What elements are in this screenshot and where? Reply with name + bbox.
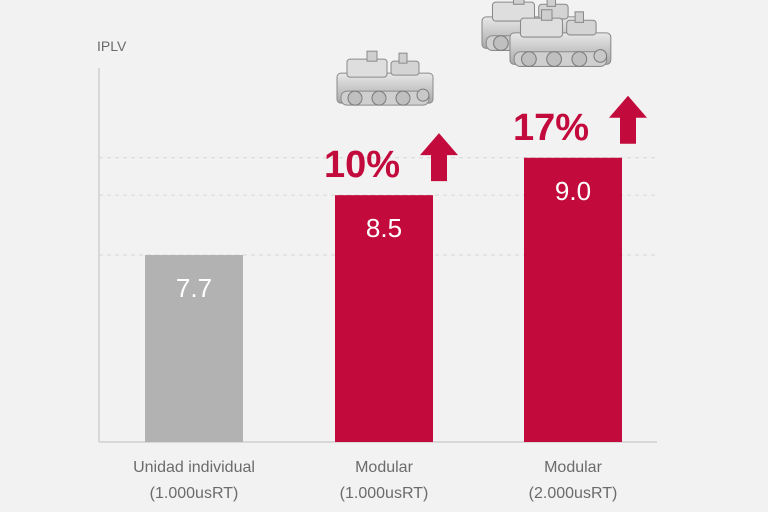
bar [524, 157, 622, 442]
category-labels: Unidad individual (1.000usRT) Modular (1.00… [133, 459, 617, 502]
bar-value-label: 7.7 [176, 273, 212, 303]
category-label: Modular [544, 459, 602, 476]
annotations: 10% 17% [324, 0, 647, 186]
category-label: (1.000usRT) [150, 485, 239, 502]
y-axis-label: IPLV [97, 38, 127, 54]
category-label: Unidad individual [133, 459, 255, 476]
category-label: (1.000usRT) [340, 485, 429, 502]
category-label: Modular [355, 459, 413, 476]
bar [145, 255, 243, 442]
percent-increase-label: 10% [324, 144, 400, 186]
up-arrow-icon [420, 133, 458, 182]
up-arrow-icon [609, 95, 647, 144]
category-label: (2.000usRT) [529, 485, 618, 502]
chiller-unit-icon [336, 50, 434, 106]
percent-increase-label: 17% [513, 107, 589, 149]
chiller-unit-icon [509, 9, 612, 67]
bar-value-label: 9.0 [555, 176, 591, 206]
bar-value-label: 8.5 [366, 213, 402, 243]
bar [335, 195, 433, 442]
bars: 7.7 8.5 9.0 [145, 157, 622, 442]
